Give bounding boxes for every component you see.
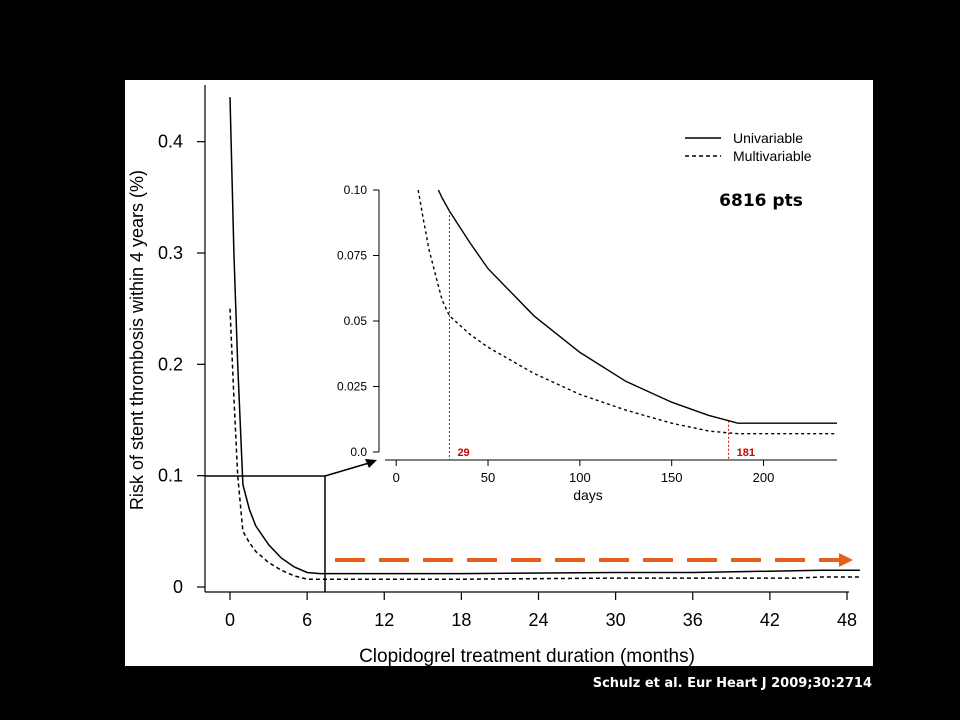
zoom-arrow-line <box>324 462 370 477</box>
inset-series-line-multivariable <box>417 189 837 435</box>
inset-marker-label: 181 <box>737 447 755 459</box>
main-y-tick-label: 0.4 <box>158 132 183 152</box>
inset-y-tick-label: 0.10 <box>344 183 368 197</box>
inset-x-tick-label: 100 <box>569 470 591 485</box>
orange-dashed-arrow <box>335 553 853 567</box>
main-x-tick-label: 18 <box>451 610 471 630</box>
main-series <box>229 97 860 580</box>
main-y-axis-label: Risk of stent thrombosis within 4 years … <box>127 170 147 510</box>
main-x-tick-label: 0 <box>225 610 235 630</box>
main-y-tick-label: 0.2 <box>158 354 183 374</box>
legend-label-multivariable: Multivariable <box>733 148 812 164</box>
inset-y-tick-label: 0.025 <box>337 380 367 394</box>
inset-series-line-univariable <box>437 189 837 424</box>
inset-x-tick-label: 50 <box>481 470 495 485</box>
zoom-arrow-head <box>365 459 377 468</box>
orange-arrow-head <box>839 553 853 567</box>
inset-y-tick-label: 0.05 <box>344 314 368 328</box>
inset-x-ticks: 0 50 100 150 200 <box>393 460 775 485</box>
inset-x-tick-label: 0 <box>393 470 400 485</box>
main-x-tick-label: 30 <box>606 610 626 630</box>
inset-x-tick-label: 200 <box>753 470 775 485</box>
main-x-tick-label: 24 <box>528 610 548 630</box>
main-series-line-univariable <box>229 97 860 575</box>
main-y-tick-label: 0 <box>173 577 183 597</box>
main-y-tick-label: 0.1 <box>158 466 183 486</box>
inset-axes <box>378 190 837 461</box>
main-y-tick-label: 0.3 <box>158 243 183 263</box>
main-y-ticks: 0 0.1 0.2 0.3 0.4 <box>158 132 205 597</box>
clopidogrel-risk-chart: 0 6 12 18 24 30 36 42 48 0 0.1 0.2 0.3 0.4 Univariab… <box>127 85 860 666</box>
inset-series <box>417 189 837 435</box>
main-axes <box>204 85 849 593</box>
main-x-tick-label: 48 <box>837 610 857 630</box>
patients-annotation: 6816 pts <box>719 191 803 211</box>
legend: Univariable Multivariable <box>685 130 812 164</box>
main-x-axis-label: Clopidogrel treatment duration (months) <box>359 646 695 666</box>
inset-marker-label: 29 <box>457 447 469 459</box>
main-x-tick-label: 42 <box>760 610 780 630</box>
main-x-tick-label: 6 <box>302 610 312 630</box>
legend-label-univariable: Univariable <box>733 130 803 146</box>
main-x-ticks: 0 6 12 18 24 30 36 42 48 <box>225 592 857 630</box>
inset-x-axis-label: days <box>573 487 603 503</box>
zoom-connector <box>205 459 377 592</box>
main-x-tick-label: 36 <box>683 610 703 630</box>
inset-y-tick-label: 0.0 <box>350 445 367 459</box>
chart-panel: 0 6 12 18 24 30 36 42 48 0 0.1 0.2 0.3 0.4 Univariab… <box>125 80 873 666</box>
inset-y-ticks: 0.0 0.025 0.05 0.075 0.10 <box>337 183 379 459</box>
main-x-tick-label: 12 <box>374 610 394 630</box>
inset-y-tick-label: 0.075 <box>337 249 367 263</box>
main-series-line-multivariable <box>229 308 860 580</box>
citation: Schulz et al. Eur Heart J 2009;30:2714 <box>592 676 872 691</box>
inset-markers: 29 181 <box>448 210 755 460</box>
inset-x-tick-label: 150 <box>661 470 683 485</box>
